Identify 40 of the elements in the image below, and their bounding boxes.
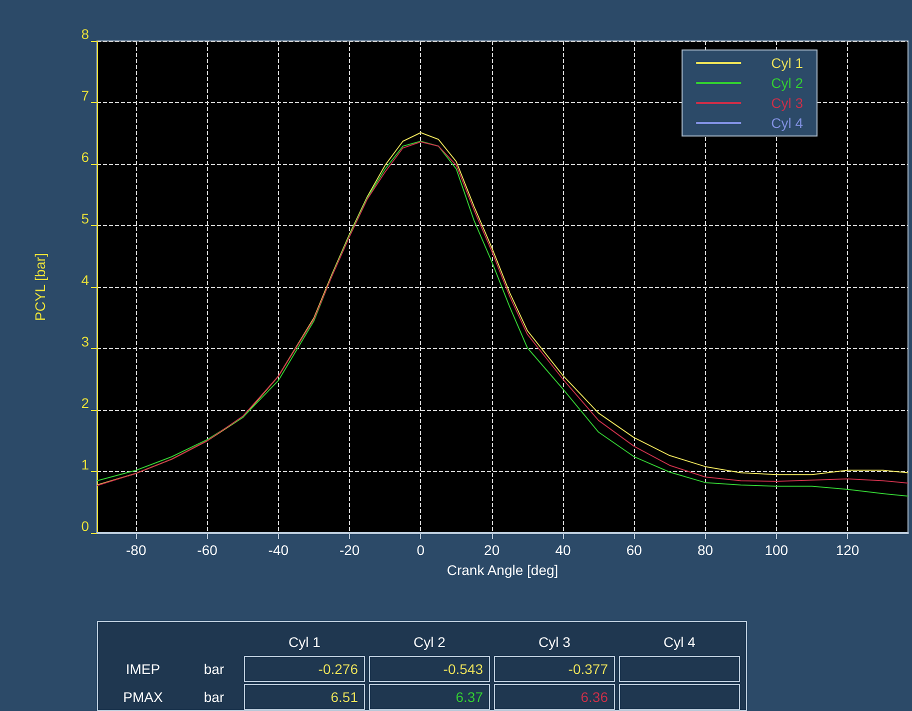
text: 6.36 (494, 684, 615, 710)
x-axis-title: Crank Angle [deg] (446, 562, 558, 578)
legend-label: Cyl 1 (771, 55, 804, 71)
x-tick-label: -40 (268, 542, 289, 558)
text: Cyl 1 (288, 634, 320, 650)
legend-label: Cyl 3 (771, 95, 804, 111)
text: IMEP (124, 660, 162, 679)
text: Cyl 4 (664, 634, 696, 650)
text: 6.37 (369, 684, 490, 710)
y-tick-label: 1 (81, 456, 90, 472)
text: 6.51 (244, 684, 365, 710)
text: bar (202, 688, 226, 707)
x-tick-label: 100 (764, 542, 788, 558)
legend-label: Cyl 4 (771, 115, 804, 131)
y-tick-label: 8 (81, 26, 90, 42)
x-tick-label: -60 (197, 542, 218, 558)
y-tick-label: 3 (81, 334, 90, 350)
x-tick-label: -80 (126, 542, 146, 558)
text: -0.276 (244, 656, 365, 682)
y-axis-title: PCYL [bar] (32, 253, 48, 321)
legend-label: Cyl 2 (771, 75, 804, 91)
x-tick-label: 0 (416, 542, 425, 558)
text: Cyl 2 (414, 634, 446, 650)
y-tick-label: 6 (81, 149, 90, 165)
x-tick-label: -20 (339, 542, 360, 558)
x-tick-label: 20 (484, 542, 500, 558)
x-tick-label: 80 (697, 542, 714, 558)
y-tick-label: 5 (81, 210, 90, 226)
y-tick-label: 0 (81, 518, 90, 534)
y-tick-label: 7 (81, 88, 90, 104)
text: Cyl 3 (538, 634, 570, 650)
x-tick-label: 120 (836, 542, 860, 558)
x-tick-label: 60 (626, 542, 642, 558)
x-tick-label: 40 (555, 542, 571, 558)
y-tick-label: 4 (81, 272, 90, 288)
text: -0.543 (369, 656, 490, 682)
y-tick-label: 2 (81, 395, 90, 411)
text: -0.377 (494, 656, 615, 682)
text: PMAX (122, 688, 164, 707)
text: bar (202, 660, 226, 679)
